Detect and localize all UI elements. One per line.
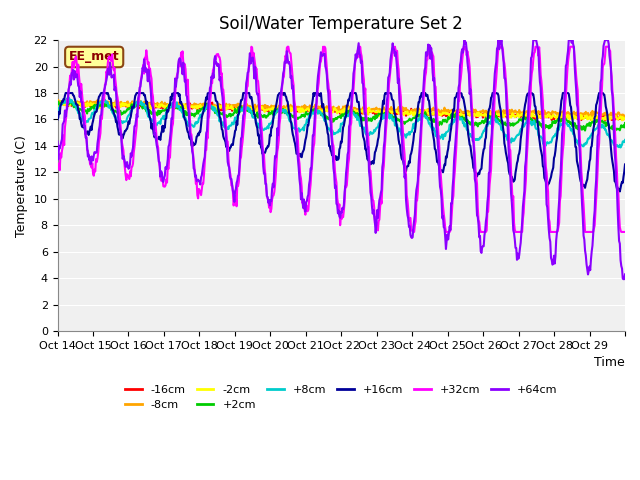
+32cm <box>401 151 408 157</box>
-8cm <box>621 114 629 120</box>
+32cm <box>275 137 283 143</box>
-2cm <box>401 109 408 115</box>
-16cm <box>121 101 129 107</box>
+32cm <box>433 111 441 117</box>
-8cm <box>54 100 61 106</box>
+2cm <box>54 101 61 107</box>
X-axis label: Time: Time <box>595 357 625 370</box>
+16cm <box>225 148 233 154</box>
-16cm <box>54 100 61 106</box>
+32cm <box>120 158 128 164</box>
-2cm <box>112 98 120 104</box>
+16cm <box>54 117 61 122</box>
-16cm <box>401 110 408 116</box>
+8cm <box>621 137 629 143</box>
-2cm <box>275 106 283 112</box>
-16cm <box>225 105 233 111</box>
+32cm <box>253 77 261 83</box>
+64cm <box>432 107 440 113</box>
+16cm <box>62 90 70 96</box>
+2cm <box>433 119 440 125</box>
+64cm <box>400 158 408 164</box>
-8cm <box>54 97 62 103</box>
+2cm <box>121 110 129 116</box>
+2cm <box>59 98 67 104</box>
+32cm <box>54 160 61 166</box>
-2cm <box>225 105 233 111</box>
Line: -8cm: -8cm <box>58 100 625 117</box>
+32cm <box>248 44 255 49</box>
Line: +16cm: +16cm <box>58 93 625 192</box>
-8cm <box>618 114 626 120</box>
+32cm <box>410 229 417 235</box>
+2cm <box>401 121 408 127</box>
+2cm <box>621 120 629 126</box>
-8cm <box>225 101 233 107</box>
Line: -2cm: -2cm <box>58 101 625 121</box>
+2cm <box>275 108 283 114</box>
+64cm <box>496 37 504 43</box>
-16cm <box>253 104 261 110</box>
+64cm <box>274 132 282 138</box>
Title: Soil/Water Temperature Set 2: Soil/Water Temperature Set 2 <box>220 15 463 33</box>
Line: +32cm: +32cm <box>58 47 625 232</box>
Line: +2cm: +2cm <box>58 101 625 131</box>
+8cm <box>253 122 261 128</box>
+32cm <box>621 229 629 235</box>
-8cm <box>275 103 283 108</box>
+64cm <box>620 276 627 282</box>
+64cm <box>621 272 629 277</box>
+2cm <box>581 128 589 133</box>
-2cm <box>433 111 440 117</box>
Y-axis label: Temperature (C): Temperature (C) <box>15 135 28 237</box>
+32cm <box>225 156 232 161</box>
+8cm <box>617 144 625 150</box>
-16cm <box>275 106 283 111</box>
+16cm <box>275 91 283 97</box>
-2cm <box>253 106 261 111</box>
-8cm <box>121 100 129 106</box>
+8cm <box>121 119 129 124</box>
-16cm <box>601 118 609 123</box>
Line: -16cm: -16cm <box>58 102 625 120</box>
Line: +8cm: +8cm <box>58 97 625 147</box>
-16cm <box>621 113 629 119</box>
+16cm <box>433 152 440 158</box>
+8cm <box>401 132 408 137</box>
+16cm <box>616 189 623 194</box>
-8cm <box>253 104 261 109</box>
-8cm <box>433 108 440 113</box>
+16cm <box>401 164 408 170</box>
+16cm <box>621 162 629 168</box>
-8cm <box>401 108 408 114</box>
-2cm <box>621 115 629 121</box>
+64cm <box>225 163 232 168</box>
-16cm <box>58 99 66 105</box>
-2cm <box>121 101 129 107</box>
+8cm <box>275 108 283 114</box>
Line: +64cm: +64cm <box>58 40 625 279</box>
-2cm <box>588 118 596 124</box>
Text: EE_met: EE_met <box>69 50 120 63</box>
+64cm <box>54 139 61 144</box>
+64cm <box>253 89 260 95</box>
+2cm <box>253 109 261 115</box>
+8cm <box>433 132 440 138</box>
+8cm <box>225 123 233 129</box>
-16cm <box>433 111 440 117</box>
+16cm <box>253 125 261 131</box>
Legend: -16cm, -8cm, -2cm, +2cm, +8cm, +16cm, +32cm, +64cm: -16cm, -8cm, -2cm, +2cm, +8cm, +16cm, +3… <box>121 380 562 415</box>
+2cm <box>225 111 233 117</box>
+8cm <box>65 95 72 100</box>
+64cm <box>120 156 128 161</box>
+8cm <box>54 109 61 115</box>
-2cm <box>54 100 61 106</box>
+16cm <box>121 128 129 134</box>
